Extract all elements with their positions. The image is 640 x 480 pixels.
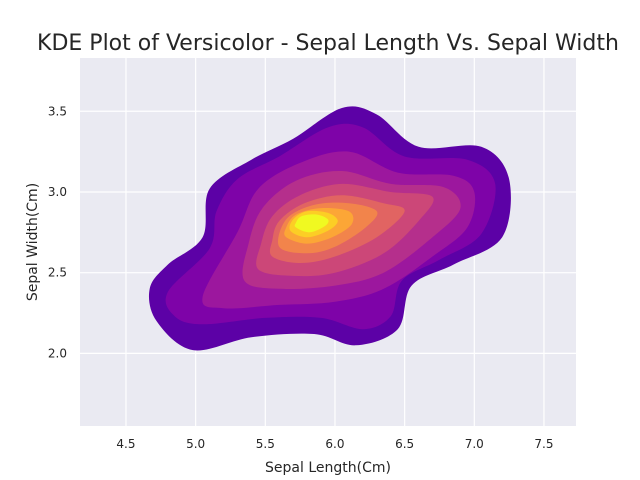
x-axis-label: Sepal Length(Cm) <box>265 460 391 476</box>
y-tick-label: 2.0 <box>48 346 67 360</box>
x-tick-label: 5.0 <box>186 437 205 451</box>
chart-title: KDE Plot of Versicolor - Sepal Length Vs… <box>37 31 619 56</box>
x-tick-labels: 4.5 5.0 5.5 6.0 6.5 7.0 7.5 <box>116 437 553 451</box>
x-tick-label: 7.0 <box>465 437 484 451</box>
x-tick-label: 6.0 <box>325 437 344 451</box>
y-tick-label: 2.5 <box>48 266 67 280</box>
x-tick-label: 7.5 <box>534 437 553 451</box>
x-tick-label: 4.5 <box>116 437 135 451</box>
x-tick-label: 6.5 <box>395 437 414 451</box>
density-contours <box>148 106 511 351</box>
x-tick-label: 5.5 <box>256 437 275 451</box>
y-tick-label: 3.0 <box>48 185 67 199</box>
density-level-10 <box>294 214 329 233</box>
y-tick-label: 3.5 <box>48 104 67 118</box>
y-tick-labels: 2.0 2.5 3.0 3.5 <box>48 104 67 360</box>
y-axis-label: Sepal Width(Cm) <box>25 183 41 301</box>
